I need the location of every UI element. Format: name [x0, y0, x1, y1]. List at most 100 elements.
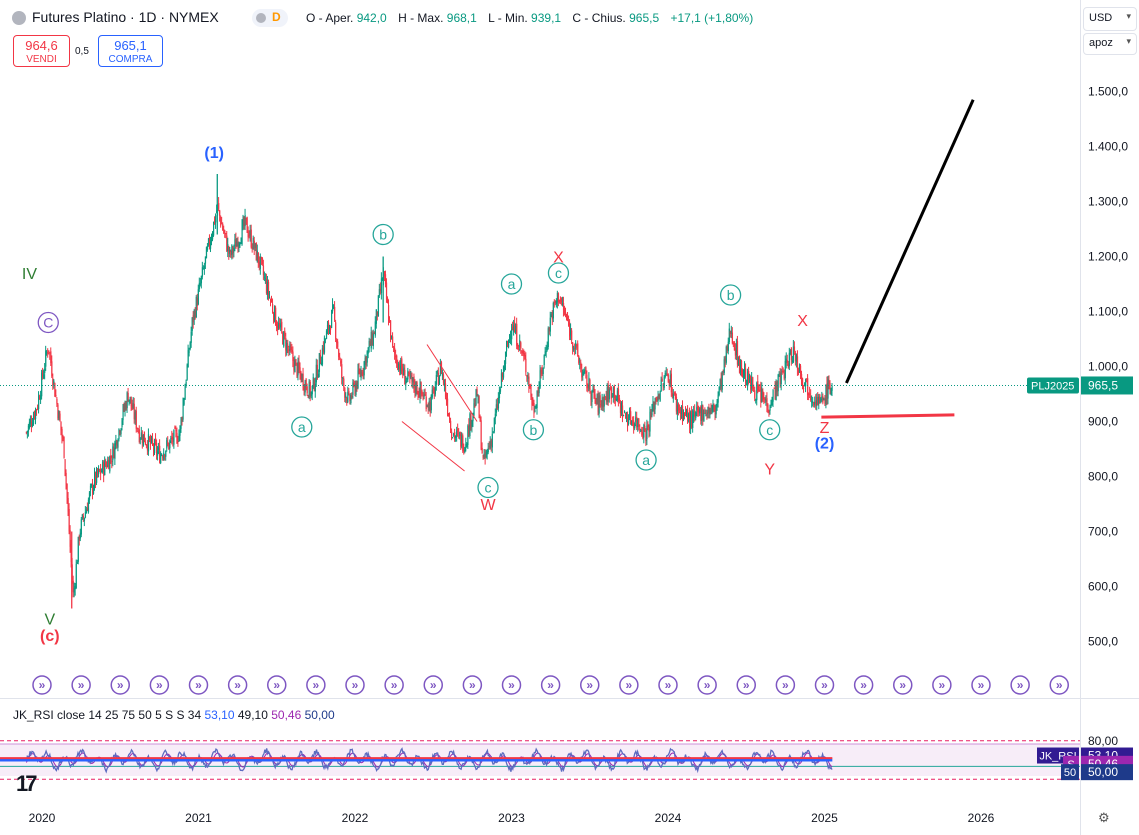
candle-body: [379, 288, 382, 292]
change-value: +17,1 (+1,80%): [670, 11, 754, 25]
event-marker-icon: [619, 675, 639, 695]
candle-body: [521, 350, 523, 353]
rsi-tick-label: 80,00: [1088, 734, 1118, 748]
candle-body: [475, 389, 477, 405]
candle-body: [25, 432, 28, 434]
currency-selector[interactable]: USD ▾: [1083, 7, 1137, 31]
candle-body: [173, 429, 175, 445]
candle-body: [249, 230, 251, 236]
candle-body: [343, 378, 345, 388]
candle-body: [648, 426, 650, 432]
candle-body: [796, 356, 799, 370]
buy-button[interactable]: 965,1 COMPRA: [98, 35, 163, 67]
status-badges[interactable]: D: [252, 9, 288, 27]
candle-body: [813, 402, 815, 405]
candle-body: [676, 404, 679, 414]
candle-body: [487, 447, 489, 453]
candle-body: [436, 371, 439, 374]
candle-body: [643, 424, 645, 438]
candle-body: [360, 370, 362, 379]
candle-body: [268, 296, 271, 298]
candle-body: [399, 365, 401, 372]
candle-body: [605, 396, 607, 402]
candle-body: [392, 336, 394, 346]
candle-body: [238, 243, 240, 247]
candle-body: [150, 437, 153, 443]
candle-body: [714, 406, 716, 415]
candle-body: [788, 352, 790, 367]
candle-body: [634, 424, 636, 429]
candle-body: [575, 342, 577, 348]
candle-body: [176, 432, 178, 444]
candle-body: [143, 431, 146, 443]
symbol-title[interactable]: Futures Platino · 1D · NYMEX: [32, 9, 219, 25]
candle-body: [271, 299, 273, 303]
candle-body: [700, 406, 702, 421]
candle-body: [744, 367, 746, 376]
sell-price: 964,6: [25, 38, 58, 53]
candle-body: [810, 395, 812, 401]
candle-body: [736, 341, 739, 365]
event-marker-icon: [149, 675, 170, 695]
candle-body: [308, 381, 310, 398]
event-marker-icon: »: [313, 678, 320, 692]
candle-body: [391, 335, 393, 338]
candle-body: [148, 436, 151, 440]
candle-body: [784, 360, 786, 379]
candle-body: [671, 392, 674, 397]
candle-body: [626, 417, 628, 419]
candle-body: [322, 345, 325, 352]
candle-body: [147, 434, 150, 452]
candle-body: [169, 440, 171, 449]
price-tick-label: 800,0: [1088, 470, 1118, 484]
candle-body: [502, 366, 505, 378]
candle-body: [533, 403, 535, 414]
time-tick-label: 2020: [29, 811, 56, 825]
pane-divider[interactable]: [0, 698, 1139, 699]
candle-body: [407, 370, 409, 380]
wave-label-circle: [719, 284, 742, 306]
candle-body: [777, 374, 779, 392]
sell-button[interactable]: 964,6 VENDI: [13, 35, 70, 67]
settings-gear-icon[interactable]: ⚙: [1098, 810, 1110, 825]
candle-body: [245, 217, 247, 219]
candle-body: [187, 350, 189, 368]
candle-body: [156, 443, 158, 455]
candle-body: [282, 332, 284, 345]
candle-body: [524, 354, 526, 360]
unit-selector[interactable]: apoz ▾: [1083, 33, 1137, 55]
price-tick-label: 1.100,0: [1088, 305, 1128, 319]
candle-body: [183, 398, 185, 405]
candle-body: [461, 435, 463, 446]
event-marker-icon: »: [782, 678, 789, 692]
price-tick-label: 700,0: [1088, 525, 1118, 539]
candle-body: [195, 297, 197, 318]
candle-body: [655, 398, 657, 400]
candle-body: [112, 446, 114, 461]
rsi-name[interactable]: JK_RSI: [13, 708, 54, 722]
candle-body: [641, 431, 643, 436]
candle-body: [831, 386, 833, 391]
candle-body: [377, 295, 380, 317]
candle-body: [254, 243, 256, 249]
event-marker-icon: [1049, 675, 1069, 695]
candle-body: [453, 433, 455, 435]
candle-body: [261, 257, 264, 265]
candle-body: [137, 431, 139, 433]
candle-body: [757, 381, 759, 392]
candle-body: [827, 379, 829, 399]
candle-body: [159, 445, 161, 463]
candle-body: [485, 451, 487, 458]
candle-body: [75, 564, 77, 588]
triangle-line: [426, 344, 478, 422]
candle-body: [52, 378, 54, 386]
candle-body: [722, 370, 724, 373]
candle-body: [630, 411, 632, 424]
candle-body: [110, 455, 112, 459]
candle-body: [481, 447, 483, 454]
candle-body: [128, 399, 130, 403]
candle-body: [787, 363, 789, 368]
candle-body: [214, 219, 216, 224]
candle-body: [363, 361, 365, 376]
